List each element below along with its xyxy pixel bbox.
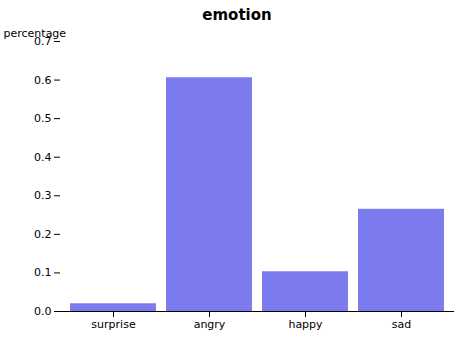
svg-text:percentage: percentage [4,27,67,40]
svg-text:angry: angry [194,318,226,331]
svg-text:sad: sad [392,318,411,331]
svg-text:surprise: surprise [91,318,136,331]
svg-text:happy: happy [288,318,323,331]
svg-text:0.2: 0.2 [34,228,52,241]
svg-text:0.1: 0.1 [34,266,52,279]
svg-text:0.7: 0.7 [34,35,52,48]
svg-text:0.0: 0.0 [34,305,52,318]
html-text:emotion: emotion [202,6,272,24]
svg-text:0.4: 0.4 [34,151,52,164]
svg-text:0.5: 0.5 [34,112,52,125]
svg-text:0.6: 0.6 [34,74,52,87]
svg-text:0.3: 0.3 [34,189,52,202]
